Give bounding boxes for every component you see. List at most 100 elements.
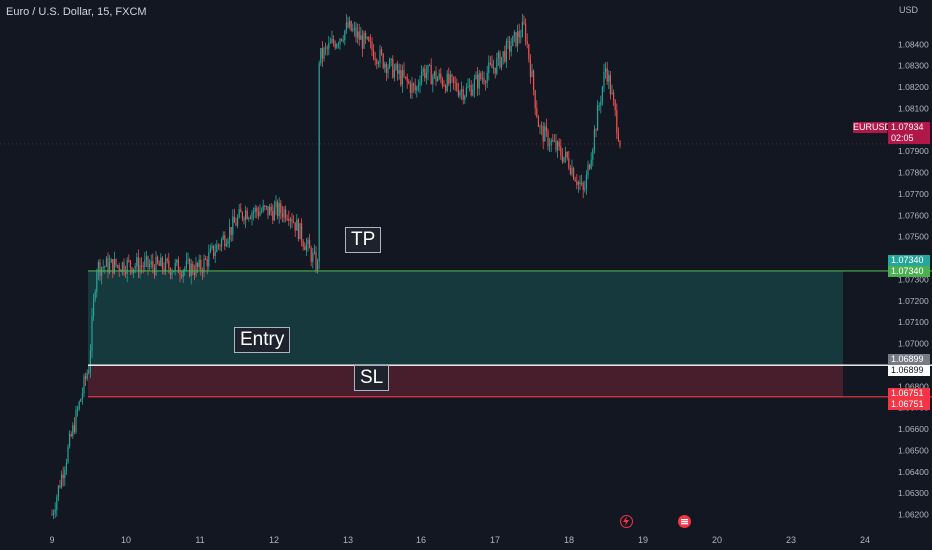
- candle-body: [240, 209, 242, 213]
- candle-body: [568, 158, 570, 168]
- candle-body: [107, 258, 109, 273]
- candle-body: [584, 188, 586, 190]
- candle-body: [358, 31, 360, 40]
- candle-body: [440, 73, 442, 79]
- candle-body: [112, 259, 114, 274]
- x-tick-label: 24: [860, 535, 870, 545]
- candle-body: [80, 399, 82, 402]
- candle-body: [539, 126, 541, 128]
- candle-body: [222, 235, 224, 240]
- candle-body: [126, 259, 128, 274]
- candle-body: [480, 73, 482, 79]
- flag-icon[interactable]: [678, 515, 691, 528]
- x-tick-label: 17: [490, 535, 500, 545]
- candle-body: [96, 272, 98, 292]
- candle-body: [217, 244, 219, 246]
- candle-body: [165, 258, 167, 272]
- candle-body: [371, 41, 373, 51]
- y-tick-label: 1.07200: [898, 296, 929, 306]
- candle-body: [550, 140, 552, 146]
- candle-body: [497, 52, 499, 59]
- candle-body: [131, 267, 133, 273]
- candle-body: [491, 63, 493, 69]
- candle-body: [587, 164, 589, 176]
- candle-body: [368, 37, 370, 42]
- currency-label: USD: [899, 5, 919, 15]
- candle-body: [329, 42, 331, 44]
- entry-label[interactable]: Entry: [234, 327, 291, 353]
- candle-body: [501, 56, 503, 68]
- candle-body: [494, 67, 496, 74]
- candle-body: [272, 211, 274, 221]
- candle-body: [297, 219, 299, 240]
- candle-body: [302, 241, 304, 247]
- candle-body: [281, 212, 283, 218]
- symbol-title[interactable]: Euro / U.S. Dollar, 15, FXCM: [6, 6, 147, 18]
- y-tick-label: 1.07800: [898, 168, 929, 178]
- candle-body: [237, 217, 239, 226]
- candle-body: [345, 22, 347, 31]
- sl-price-badge: 1.06751: [888, 388, 930, 399]
- candle-body: [125, 272, 127, 274]
- candle-body: [157, 256, 159, 263]
- symbol-badge: EURUSD: [853, 122, 892, 133]
- candle-body: [473, 79, 475, 90]
- candle-body: [104, 266, 106, 268]
- y-tick-label: 1.07600: [898, 210, 929, 220]
- candle-body: [483, 78, 485, 83]
- candle-body: [465, 87, 467, 96]
- candle-body: [390, 58, 392, 60]
- candle-body: [488, 62, 490, 73]
- candle-body: [328, 43, 330, 49]
- candle-body: [398, 70, 400, 74]
- candle-body: [299, 223, 301, 240]
- candle-body: [603, 71, 605, 87]
- candle-body: [232, 216, 234, 235]
- candle-body: [198, 259, 200, 267]
- candle-body: [510, 46, 512, 52]
- x-tick-label: 18: [564, 535, 574, 545]
- y-tick-label: 1.06500: [898, 445, 929, 455]
- candle-body: [441, 78, 443, 86]
- candle-body: [147, 256, 149, 267]
- candle-body: [110, 259, 112, 263]
- candle-body: [289, 219, 291, 221]
- tp-label[interactable]: TP: [345, 227, 382, 253]
- tp-price-badge-secondary: 1.07340: [888, 266, 930, 277]
- candle-body: [141, 265, 143, 267]
- lightning-icon[interactable]: [620, 515, 633, 528]
- candle-body: [83, 376, 85, 394]
- y-tick-label: 1.07300: [898, 274, 929, 284]
- candle-body: [262, 205, 264, 212]
- candle-body: [505, 41, 507, 62]
- candle-body: [233, 216, 235, 223]
- candle-body: [619, 140, 621, 146]
- candle-body: [334, 43, 336, 48]
- candle-body: [536, 108, 538, 117]
- candle-body: [105, 258, 107, 267]
- candle-body: [81, 393, 83, 400]
- candle-body: [251, 212, 253, 219]
- candle-body: [558, 141, 560, 147]
- candle-body: [94, 291, 96, 300]
- candle-body: [349, 20, 351, 28]
- candle-body: [507, 40, 509, 42]
- sl-label[interactable]: SL: [354, 365, 390, 391]
- candle-body: [190, 263, 192, 277]
- candle-body: [395, 64, 397, 70]
- candle-body: [168, 260, 170, 269]
- candle-body: [363, 32, 365, 49]
- candle-body: [89, 350, 91, 371]
- candle-body: [208, 252, 210, 267]
- candle-body: [373, 50, 375, 60]
- candle-body: [235, 222, 237, 226]
- candle-body: [88, 370, 90, 374]
- candle-body: [353, 27, 355, 30]
- candle-body: [129, 260, 131, 268]
- candle-body: [472, 89, 474, 96]
- candle-body: [78, 401, 80, 410]
- candle-body: [369, 41, 371, 42]
- candle-body: [606, 68, 608, 82]
- candle-body: [617, 132, 619, 141]
